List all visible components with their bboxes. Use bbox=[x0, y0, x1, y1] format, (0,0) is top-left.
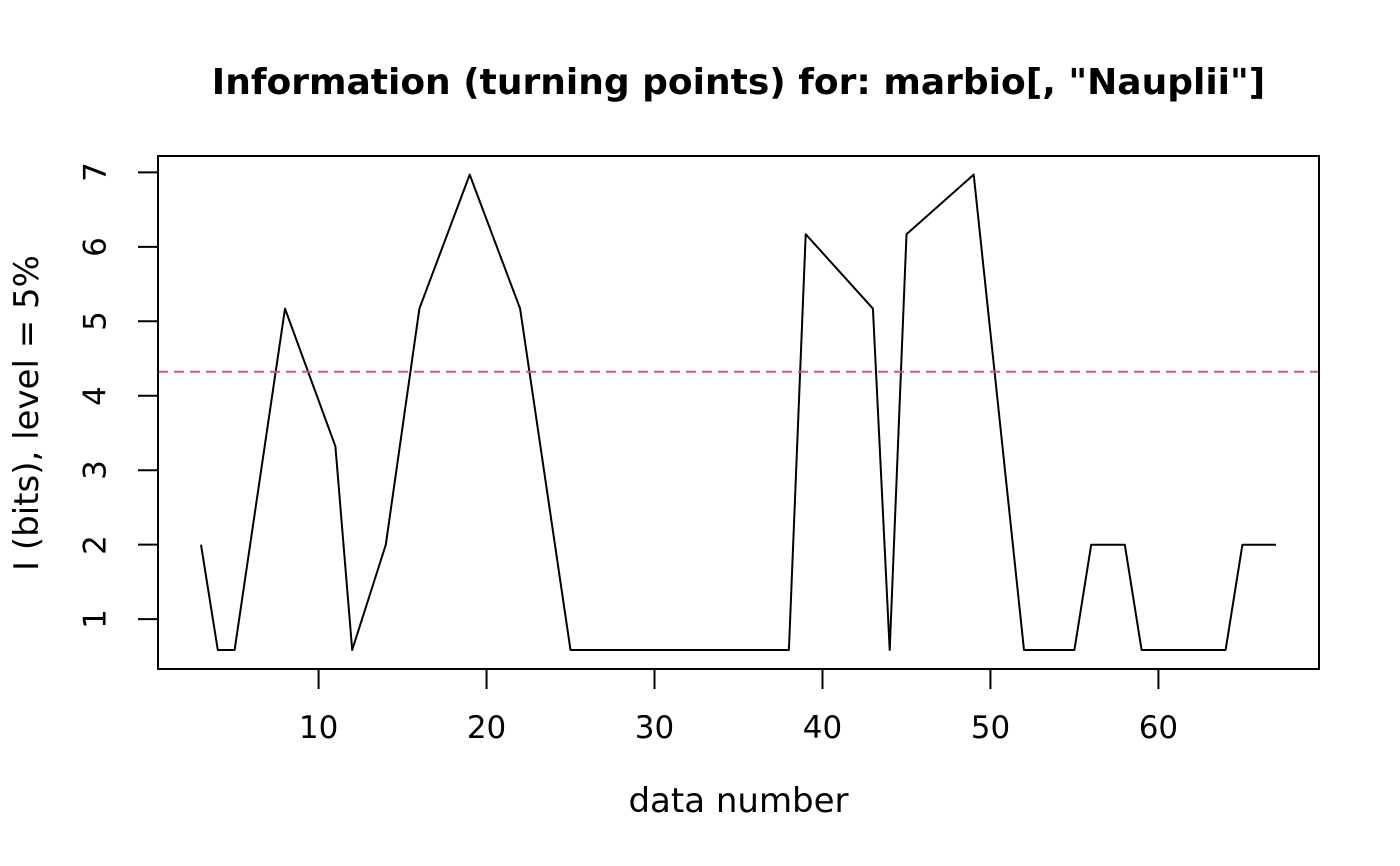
y-tick-label: 7 bbox=[77, 162, 114, 183]
x-tick-label: 60 bbox=[1138, 710, 1179, 746]
x-axis-label: data number bbox=[628, 781, 849, 821]
y-axis-label: I (bits), level = 5% bbox=[7, 254, 47, 571]
y-tick-label: 1 bbox=[77, 609, 114, 629]
y-tick-label: 6 bbox=[77, 236, 114, 257]
info-series-line bbox=[200, 173, 1276, 651]
y-tick-label: 3 bbox=[77, 460, 114, 481]
x-tick-label: 30 bbox=[634, 710, 675, 746]
y-tick-label: 5 bbox=[77, 311, 114, 332]
plot-box-border bbox=[157, 155, 1320, 670]
x-tick-label: 10 bbox=[298, 710, 339, 746]
y-tick-label: 4 bbox=[77, 385, 114, 406]
x-tick-label: 40 bbox=[802, 710, 843, 746]
chart-title: Information (turning points) for: marbio… bbox=[211, 62, 1266, 103]
y-tick-label: 2 bbox=[77, 534, 114, 555]
x-tick-label: 50 bbox=[970, 710, 1011, 746]
x-tick-label: 20 bbox=[466, 710, 507, 746]
